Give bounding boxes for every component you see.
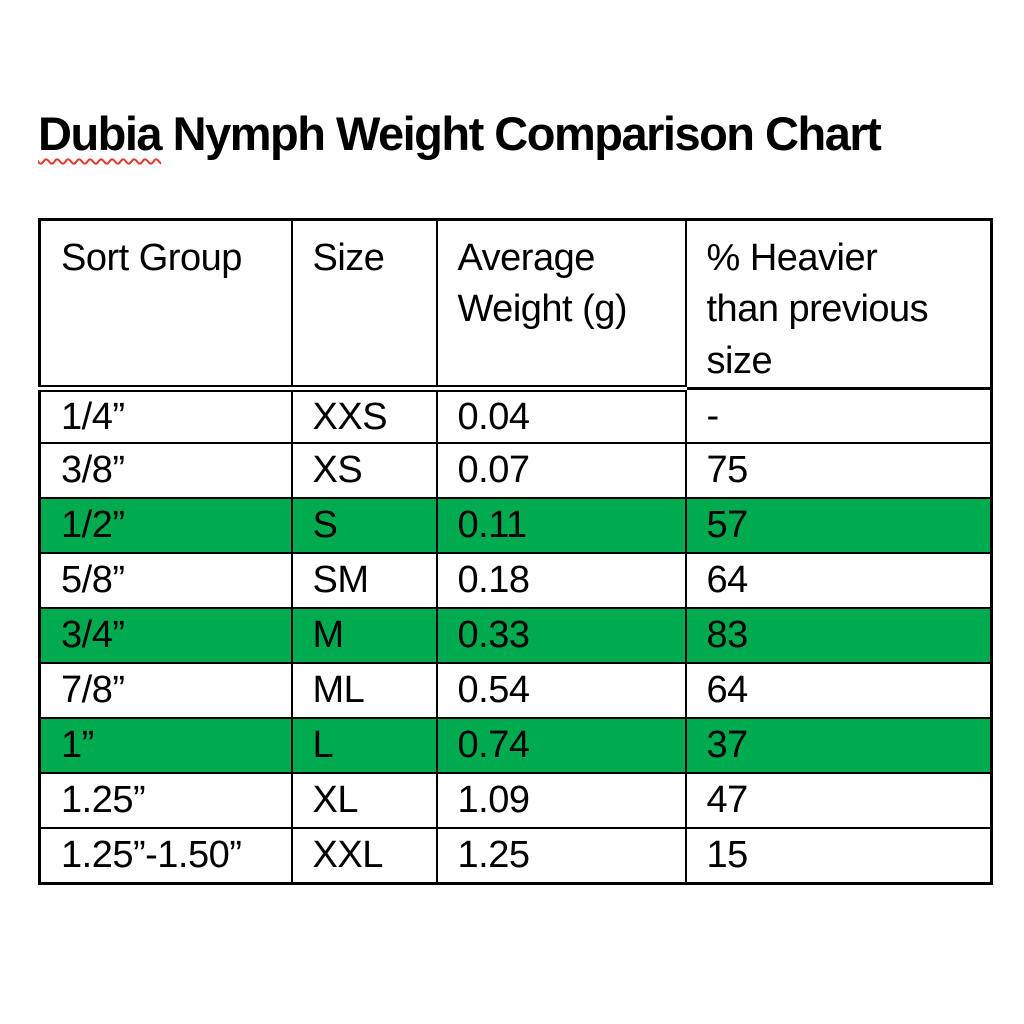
- cell-pct-heavier: -: [684, 387, 993, 445]
- cell-pct-heavier: 47: [684, 772, 993, 830]
- column-header-average-weight: Average Weight (g): [435, 218, 687, 392]
- cell-sort-group: 3/4”: [38, 607, 293, 665]
- weight-comparison-table: Sort Group Size Average Weight (g) % Hea…: [38, 218, 993, 885]
- table-row-l: 1” L 0.74 37: [38, 717, 993, 775]
- cell-size: SM: [290, 552, 438, 610]
- cell-pct-heavier: 15: [684, 827, 993, 885]
- table-row-xxs: 1/4” XXS 0.04 -: [38, 387, 993, 445]
- cell-pct-heavier: 37: [684, 717, 993, 775]
- cell-size: XXL: [290, 827, 438, 885]
- table-row-ml: 7/8” ML 0.54 64: [38, 662, 993, 720]
- title-word-dubia: Dubia: [38, 107, 163, 160]
- table-row-s: 1/2” S 0.11 57: [38, 497, 993, 555]
- cell-sort-group: 1/4”: [38, 387, 293, 445]
- cell-sort-group: 1”: [38, 717, 293, 775]
- cell-pct-heavier: 64: [684, 552, 993, 610]
- cell-pct-heavier: 83: [684, 607, 993, 665]
- cell-avg-weight: 1.09: [435, 772, 687, 830]
- cell-avg-weight: 0.18: [435, 552, 687, 610]
- cell-size: L: [290, 717, 438, 775]
- cell-sort-group: 1.25”: [38, 772, 293, 830]
- cell-pct-heavier: 75: [684, 442, 993, 500]
- page-title: Dubia Nymph Weight Comparison Chart: [38, 106, 882, 161]
- table-row-sm: 5/8” SM 0.18 64: [38, 552, 993, 610]
- cell-avg-weight: 0.07: [435, 442, 687, 500]
- cell-sort-group: 1/2”: [38, 497, 293, 555]
- cell-avg-weight: 0.54: [435, 662, 687, 720]
- cell-avg-weight: 1.25: [435, 827, 687, 885]
- table-row-xxl: 1.25”-1.50” XXL 1.25 15: [38, 827, 993, 885]
- column-header-size: Size: [290, 218, 438, 392]
- table-row-xl: 1.25” XL 1.09 47: [38, 772, 993, 830]
- cell-avg-weight: 0.04: [435, 387, 687, 445]
- table-header-row: Sort Group Size Average Weight (g) % Hea…: [38, 218, 993, 392]
- cell-avg-weight: 0.33: [435, 607, 687, 665]
- cell-sort-group: 7/8”: [38, 662, 293, 720]
- title-rest: Nymph Weight Comparison Chart: [161, 107, 882, 160]
- cell-size: S: [290, 497, 438, 555]
- cell-sort-group: 1.25”-1.50”: [38, 827, 293, 885]
- cell-size: XS: [290, 442, 438, 500]
- column-header-pct-heavier: % Heavier than previous size: [684, 218, 993, 390]
- cell-size: ML: [290, 662, 438, 720]
- cell-size: XL: [290, 772, 438, 830]
- table-row-xs: 3/8” XS 0.07 75: [38, 442, 993, 500]
- cell-pct-heavier: 64: [684, 662, 993, 720]
- cell-size: XXS: [290, 387, 438, 445]
- cell-size: M: [290, 607, 438, 665]
- cell-sort-group: 3/8”: [38, 442, 293, 500]
- cell-avg-weight: 0.11: [435, 497, 687, 555]
- table-row-m: 3/4” M 0.33 83: [38, 607, 993, 665]
- column-header-sort-group: Sort Group: [38, 218, 293, 392]
- cell-sort-group: 5/8”: [38, 552, 293, 610]
- cell-pct-heavier: 57: [684, 497, 993, 555]
- cell-avg-weight: 0.74: [435, 717, 687, 775]
